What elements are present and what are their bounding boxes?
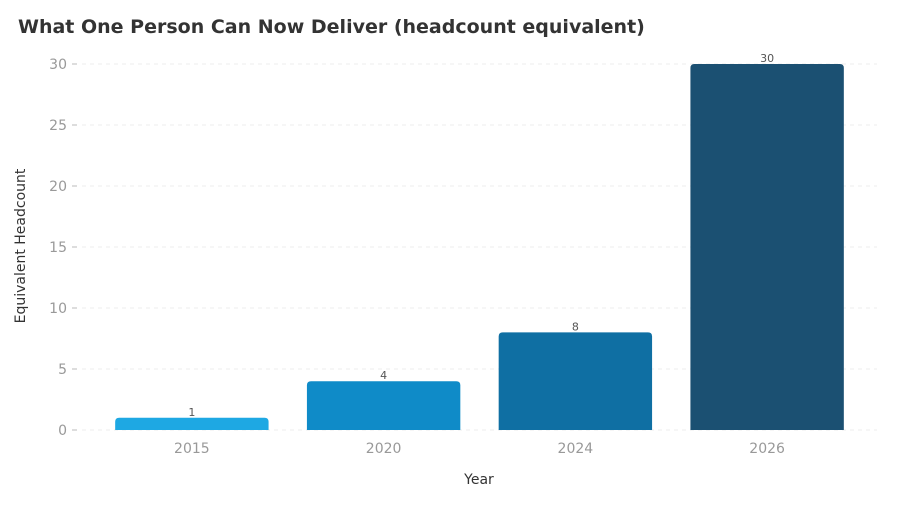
y-tick-label: 10 [49, 301, 67, 317]
y-tick-label: 5 [58, 362, 67, 378]
chart-title: What One Person Can Now Deliver (headcou… [18, 16, 645, 38]
bar-2026 [690, 64, 844, 430]
data-label: 8 [572, 320, 579, 333]
y-axis-title: Equivalent Headcount [13, 168, 29, 323]
x-axis-title: Year [463, 472, 494, 488]
y-tick-label: 25 [49, 118, 67, 134]
data-label: 1 [188, 406, 195, 419]
x-tick-label: 2026 [749, 441, 785, 457]
bars-layer [115, 64, 844, 430]
bar-2020 [306, 381, 461, 430]
data-label: 30 [760, 52, 774, 65]
y-tick-label: 0 [58, 423, 67, 439]
y-tick-label: 20 [49, 179, 67, 195]
x-tick-label: 2015 [174, 441, 210, 457]
data-label: 4 [380, 369, 387, 382]
bar-2015 [115, 417, 269, 430]
y-axis: 0 5 10 15 20 25 30 [49, 57, 77, 439]
x-axis: 2015 2020 2024 2026 [174, 441, 785, 457]
x-tick-label: 2024 [558, 441, 594, 457]
labels-layer: 1 4 8 30 [188, 52, 774, 419]
x-tick-label: 2020 [366, 441, 402, 457]
bar-2024 [498, 332, 653, 430]
y-tick-label: 15 [49, 240, 67, 256]
y-tick-label: 30 [49, 57, 67, 73]
